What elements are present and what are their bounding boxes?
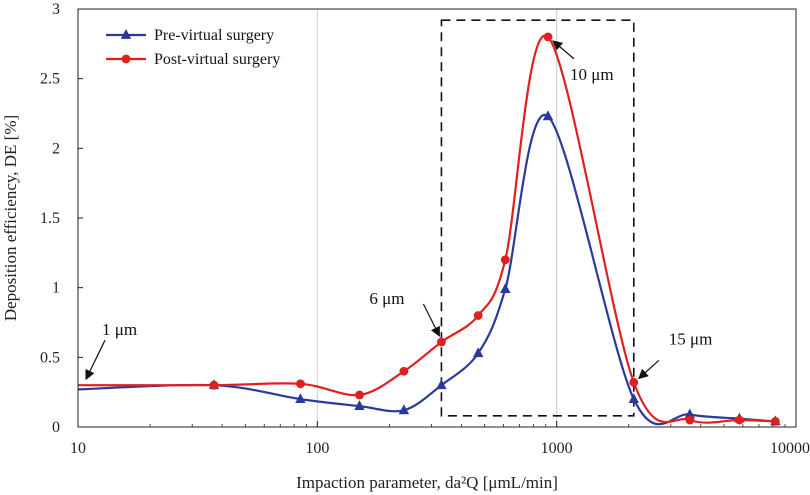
annotation-arrow-1 xyxy=(422,303,440,337)
annotation-arrow-3 xyxy=(638,359,660,380)
data-point-pre-7 xyxy=(500,283,511,293)
data-point-post-7 xyxy=(500,255,510,265)
x-tick-label: 100 xyxy=(305,440,329,457)
data-point-pre-4 xyxy=(398,404,410,415)
series-line-post xyxy=(77,34,776,424)
plot-frame xyxy=(77,8,797,428)
highlight-box xyxy=(440,19,635,417)
x-axis-title: Impaction parameter, da²Q [μmL/min] xyxy=(296,473,558,492)
y-tick-label: 2.5 xyxy=(40,71,60,88)
annotation-label: 1 μm xyxy=(102,320,137,339)
x-tick-label: 10 xyxy=(70,440,86,457)
data-point-pre-9 xyxy=(628,393,639,403)
data-point-pre-10 xyxy=(684,408,695,419)
y-tick-label: 1.5 xyxy=(40,210,60,227)
data-point-post-8 xyxy=(543,32,553,42)
data-point-pre-6 xyxy=(473,347,484,358)
x-tick-label: 10000 xyxy=(770,440,810,457)
series-line-pre xyxy=(77,113,776,426)
data-point-post-11 xyxy=(734,415,744,425)
x-tick-label: 1000 xyxy=(541,440,573,457)
legend-marker-pre xyxy=(120,29,132,39)
data-point-pre-8 xyxy=(542,110,554,121)
data-point-post-6 xyxy=(473,311,483,320)
data-point-post-4 xyxy=(399,366,409,376)
data-point-post-2 xyxy=(296,379,305,389)
data-point-post-12 xyxy=(770,417,780,426)
y-tick-label: 1 xyxy=(52,280,60,297)
legend-label-pre: Pre-virtual surgery xyxy=(154,27,274,44)
y-tick-label: 3 xyxy=(52,1,60,18)
annotation-label: 10 μm xyxy=(570,65,614,84)
data-point-post-3 xyxy=(355,390,364,400)
data-point-post-1 xyxy=(209,380,219,390)
annotation-arrow-2 xyxy=(552,40,575,60)
y-tick-label: 2 xyxy=(52,140,60,157)
data-point-post-9 xyxy=(629,377,639,387)
legend-label-post: Post-virtual surgery xyxy=(154,51,280,68)
data-point-post-5 xyxy=(437,337,446,347)
y-axis-title: Deposition efficiency, DE [%] xyxy=(1,115,20,321)
data-point-pre-2 xyxy=(295,393,306,403)
data-point-pre-5 xyxy=(436,379,447,390)
data-point-post-10 xyxy=(685,415,695,425)
annotation-arrow-0 xyxy=(85,339,106,381)
annotation-label: 6 μm xyxy=(369,289,404,308)
y-tick-label: 0.5 xyxy=(40,349,60,366)
y-tick-label: 0 xyxy=(52,419,60,436)
legend-marker-post xyxy=(121,54,131,64)
data-point-pre-3 xyxy=(354,400,365,410)
annotation-label: 15 μm xyxy=(669,329,713,348)
